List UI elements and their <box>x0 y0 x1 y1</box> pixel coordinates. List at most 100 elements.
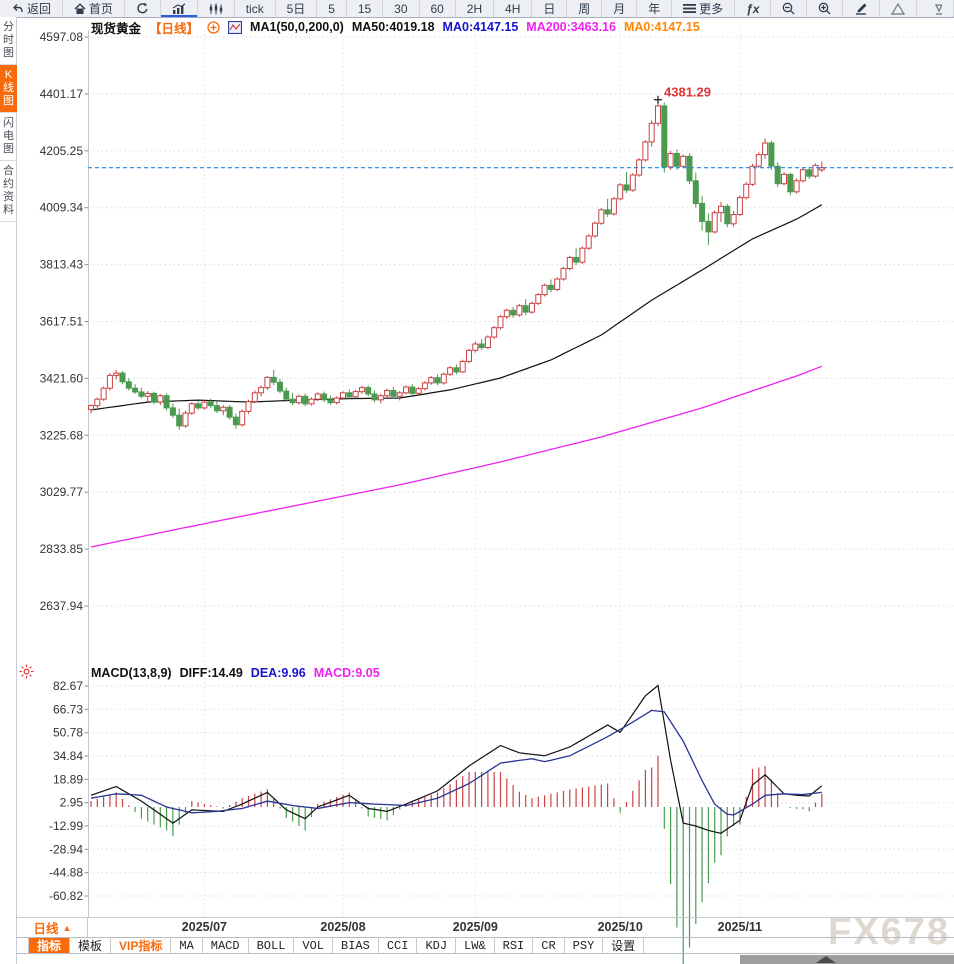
line-chart-icon <box>172 2 186 15</box>
svg-text:3029.77: 3029.77 <box>40 485 84 499</box>
toolbar-line-chart-button[interactable] <box>161 0 198 17</box>
toolbar-week-label: 周 <box>578 1 591 16</box>
candlestick-icon <box>209 3 223 15</box>
toolbar-week-button[interactable]: 周 <box>567 0 603 17</box>
svg-text:-44.88: -44.88 <box>49 866 83 880</box>
back-arrow-icon <box>11 3 24 15</box>
toolbar-month-label: 月 <box>613 1 626 16</box>
toolbar-m5-button[interactable]: 5 <box>317 0 347 17</box>
indicator-tab-MA[interactable]: MA <box>171 938 203 953</box>
indicator-tab-模板[interactable]: 模板 <box>70 938 112 954</box>
sidebar-item-contract-info[interactable]: 合约资料 <box>0 161 17 222</box>
toolbar-m30-button[interactable]: 30 <box>383 0 420 17</box>
pencil-icon <box>854 2 868 15</box>
indicator-tab-MACD[interactable]: MACD <box>203 938 249 953</box>
indicator-tab-BOLL[interactable]: BOLL <box>249 938 295 953</box>
toolbar-more-button[interactable]: 更多 <box>672 0 736 17</box>
svg-text:50.78: 50.78 <box>53 726 83 740</box>
indicator-tab-指标[interactable]: 指标 <box>29 938 71 953</box>
svg-text:3421.60: 3421.60 <box>40 371 84 385</box>
toolbar-month-button[interactable]: 月 <box>602 0 638 17</box>
svg-text:2025/08: 2025/08 <box>320 920 365 934</box>
toolbar-m60-button[interactable]: 60 <box>420 0 456 17</box>
toolbar-zoom-out-button[interactable] <box>771 0 808 17</box>
svg-text:66.73: 66.73 <box>53 702 83 716</box>
toolbar-h4-button[interactable]: 4H <box>494 0 533 17</box>
svg-text:82.67: 82.67 <box>53 679 83 693</box>
toolbar-year-label: 年 <box>648 1 661 16</box>
toolbar-m5-label: 5 <box>328 1 335 16</box>
indicator-tab-RSI[interactable]: RSI <box>495 938 534 953</box>
svg-text:4401.17: 4401.17 <box>40 87 84 101</box>
indicator-tab-KDJ[interactable]: KDJ <box>417 938 457 953</box>
zoom-out-icon <box>782 2 795 15</box>
svg-text:4009.34: 4009.34 <box>40 201 84 215</box>
toolbar-fx-button[interactable]: ƒx <box>735 0 772 17</box>
x-axis-row: 日线 ▲ <box>17 917 954 937</box>
svg-text:4205.25: 4205.25 <box>40 144 84 158</box>
indicator-tab-CCI[interactable]: CCI <box>379 938 418 953</box>
svg-text:2025/10: 2025/10 <box>598 920 643 934</box>
sidebar-item-flash-chart[interactable]: 闪电图 <box>0 113 17 161</box>
indicator-sun-icon[interactable] <box>19 664 34 684</box>
svg-text:FX678: FX678 <box>828 911 950 953</box>
toolbar-h2-label: 2H <box>466 1 483 16</box>
indicator-tabs: 指标 模板 VIP指标 MA MACD BOLL VOL BIAS CCI KDJ LW& RSI CR… <box>17 937 954 954</box>
toolbar-5d-label: 5日 <box>286 1 306 16</box>
chevron-up-icon: ▲ <box>62 922 72 933</box>
svg-text:-28.94: -28.94 <box>49 842 83 856</box>
svg-text:2025/09: 2025/09 <box>453 920 498 934</box>
indicator-tab-VIP指标[interactable]: VIP指标 <box>111 938 172 953</box>
svg-text:-60.82: -60.82 <box>49 889 83 903</box>
period-label: 日线 <box>33 922 59 936</box>
svg-text:3617.51: 3617.51 <box>40 315 84 329</box>
triangle-icon <box>891 2 906 15</box>
toolbar-m15-button[interactable]: 15 <box>347 0 384 17</box>
toolbar-home-button[interactable]: 首页 <box>63 0 125 17</box>
svg-text:3225.68: 3225.68 <box>40 428 84 442</box>
toolbar-tick-label: tick <box>245 1 264 16</box>
top-toolbar: 返回 首页 tick 5日 5 15 30 60 2H 4H 日 周 月 年 更多 ƒx <box>0 0 954 18</box>
sidebar-item-kline-chart[interactable]: K线图 <box>0 65 17 113</box>
svg-text:2025/07: 2025/07 <box>182 920 227 934</box>
panel-expand-handle[interactable] <box>740 955 954 964</box>
expand-arrow-icon <box>816 956 836 963</box>
indicator-tab-设置[interactable]: 设置 <box>603 938 645 954</box>
sidebar: 分时图 K线图 闪电图 合约资料 <box>0 17 17 964</box>
menu-icon <box>683 3 697 14</box>
indicator-tab-LW&[interactable]: LW& <box>456 938 495 953</box>
toolbar-year-button[interactable]: 年 <box>637 0 673 17</box>
toolbar-5d-button[interactable]: 5日 <box>276 0 318 17</box>
tabs-spacer <box>17 938 29 953</box>
toolbar-shape-button[interactable] <box>917 0 954 17</box>
svg-text:2025/11: 2025/11 <box>718 920 763 934</box>
toolbar-home-label: 首页 <box>88 1 113 16</box>
svg-text:3813.43: 3813.43 <box>40 258 84 272</box>
toolbar-candle-chart-button[interactable] <box>198 0 235 17</box>
svg-text:4381.29: 4381.29 <box>664 85 711 100</box>
indicator-tab-PSY[interactable]: PSY <box>565 938 604 953</box>
indicator-tab-CR[interactable]: CR <box>533 938 565 953</box>
toolbar-back-button[interactable]: 返回 <box>0 0 63 17</box>
svg-text:2833.85: 2833.85 <box>40 542 84 556</box>
svg-text:-12.99: -12.99 <box>49 819 83 833</box>
svg-text:2.95: 2.95 <box>60 796 84 810</box>
toolbar-zoom-in-button[interactable] <box>807 0 844 17</box>
toolbar-day-button[interactable]: 日 <box>532 0 568 17</box>
svg-text:4597.08: 4597.08 <box>40 30 84 44</box>
toolbar-fx-label: ƒx <box>746 1 760 16</box>
toolbar-tick-button[interactable]: tick <box>235 0 276 17</box>
sidebar-item-time-chart[interactable]: 分时图 <box>0 17 17 65</box>
toolbar-draw-button[interactable] <box>843 0 881 17</box>
period-selector[interactable]: 日线 ▲ <box>18 918 88 937</box>
indicator-tab-VOL[interactable]: VOL <box>294 938 334 953</box>
shape-icon <box>928 3 943 15</box>
indicator-tab-BIAS[interactable]: BIAS <box>333 938 379 953</box>
toolbar-triangle-button[interactable] <box>880 0 918 17</box>
toolbar-refresh-button[interactable] <box>125 0 161 17</box>
toolbar-more-label: 更多 <box>699 1 724 16</box>
toolbar-m30-label: 30 <box>394 1 408 16</box>
toolbar-h2-button[interactable]: 2H <box>456 0 495 17</box>
